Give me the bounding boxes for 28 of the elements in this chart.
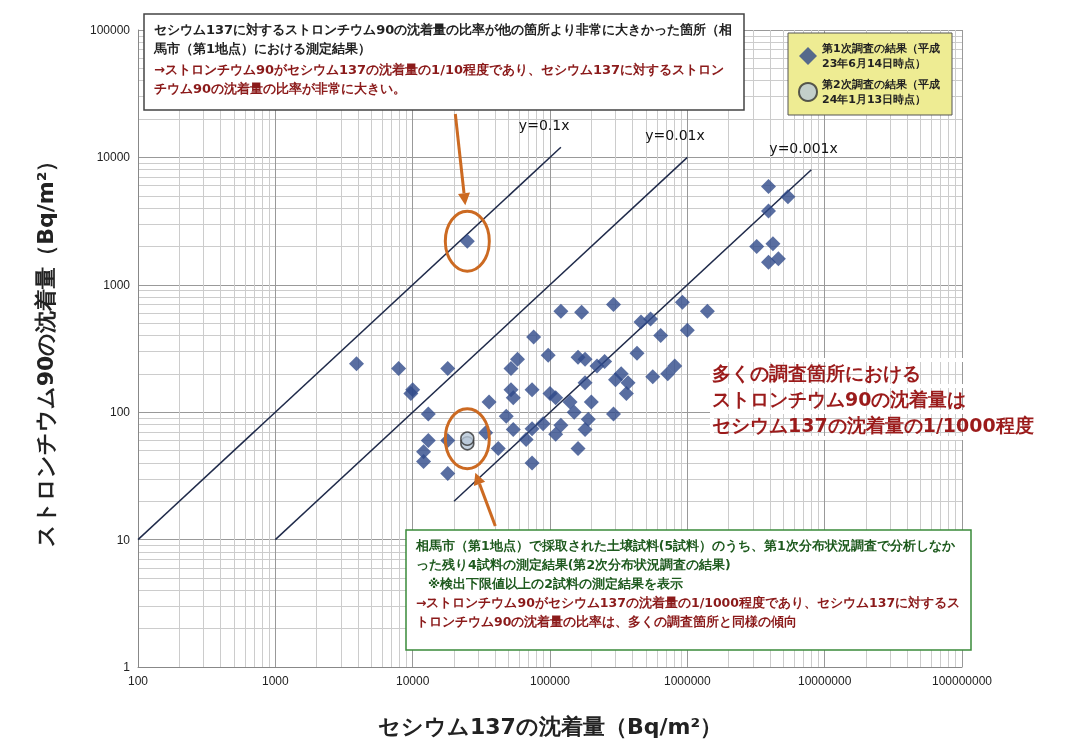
legend-label: 第2次調査の結果（平成24年1月13日時点） [821, 78, 940, 106]
x-axis-title: セシウム137の沈着量（Bq/m²） [377, 713, 723, 739]
x-tick-label: 1000 [261, 674, 289, 688]
annotation: セシウム137に対するストロンチウム90の沈着量の比率が他の箇所より非常に大きかった箇所（相馬市（第1地点）における測定結果） [153, 22, 733, 56]
annotation: ※検出下限値以上の2試料の測定結果を表示 [428, 576, 683, 591]
x-tick-label: 100000 [529, 674, 571, 688]
series-label: y=0.001x [769, 139, 838, 156]
annotation: ストロンチウム90の沈着量は [712, 388, 967, 410]
y-tick-label: 1000 [103, 277, 131, 292]
x-tick-label: 1000000 [663, 674, 712, 688]
x-tick-label: 100000000 [931, 674, 993, 688]
series-label: y=0.01x [645, 127, 705, 144]
series-label: y=0.1x [518, 117, 570, 134]
x-tick-label: 100 [127, 674, 149, 688]
y-tick-label: 100 [109, 405, 131, 420]
annotation: →ストロンチウム90がセシウム137の沈着量の1/1000程度であり、セシウム137に対するストロンチウム90の沈着量の比率は、多くの調査箇所と同様の傾向 [416, 595, 961, 629]
y-tick-label: 100000 [89, 23, 131, 37]
legend-label: 第1次調査の結果（平成23年6月14日時点） [821, 42, 940, 70]
annotation: セシウム137の沈着量の1/1000程度 [712, 414, 1034, 436]
annotation: 多くの調査箇所における [712, 362, 921, 384]
y-tick-label: 10 [116, 532, 131, 547]
y-tick-label: 10000 [96, 150, 131, 165]
y-axis-title: ストロンチウム90の沈着量（Bq/m²） [32, 149, 58, 548]
annotation: →ストロンチウム90がセシウム137の沈着量の1/10程度であり、セシウム137に対するストロンチウム90の沈着量の比率が非常に大きい。 [154, 62, 725, 96]
y-tick-label: 1 [123, 660, 131, 674]
x-tick-label: 10000000 [797, 674, 852, 688]
annotation: 相馬市（第1地点）で採取された土壌試料(5試料）のうち、第1次分布状況調査で分析しなかった残り4試料の測定結果(第2次分布状況調査の結果) [415, 538, 956, 572]
x-tick-label: 10000 [395, 674, 430, 688]
